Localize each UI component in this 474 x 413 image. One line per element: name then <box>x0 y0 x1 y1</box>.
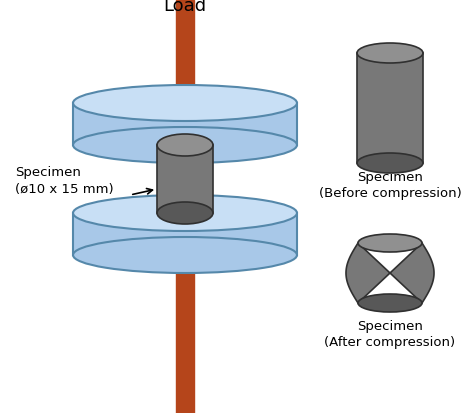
Polygon shape <box>346 243 434 303</box>
Ellipse shape <box>358 234 422 252</box>
Bar <box>176 0 194 413</box>
Ellipse shape <box>357 43 423 63</box>
Ellipse shape <box>157 202 213 224</box>
Bar <box>157 145 213 213</box>
Ellipse shape <box>73 195 297 231</box>
Bar <box>73 213 297 255</box>
Text: Specimen
(ø10 x 15 mm): Specimen (ø10 x 15 mm) <box>15 166 114 196</box>
Ellipse shape <box>73 127 297 163</box>
Text: Load: Load <box>164 0 207 15</box>
Ellipse shape <box>358 294 422 312</box>
Ellipse shape <box>357 153 423 173</box>
Ellipse shape <box>157 134 213 156</box>
Text: Bottom platen: Bottom platen <box>130 225 240 240</box>
Text: Specimen
(Before compression): Specimen (Before compression) <box>319 171 461 200</box>
Text: Top platen: Top platen <box>146 114 225 130</box>
Text: Specimen
(After compression): Specimen (After compression) <box>324 320 456 349</box>
Bar <box>73 103 297 145</box>
Ellipse shape <box>73 85 297 121</box>
Bar <box>357 53 423 163</box>
Ellipse shape <box>73 237 297 273</box>
